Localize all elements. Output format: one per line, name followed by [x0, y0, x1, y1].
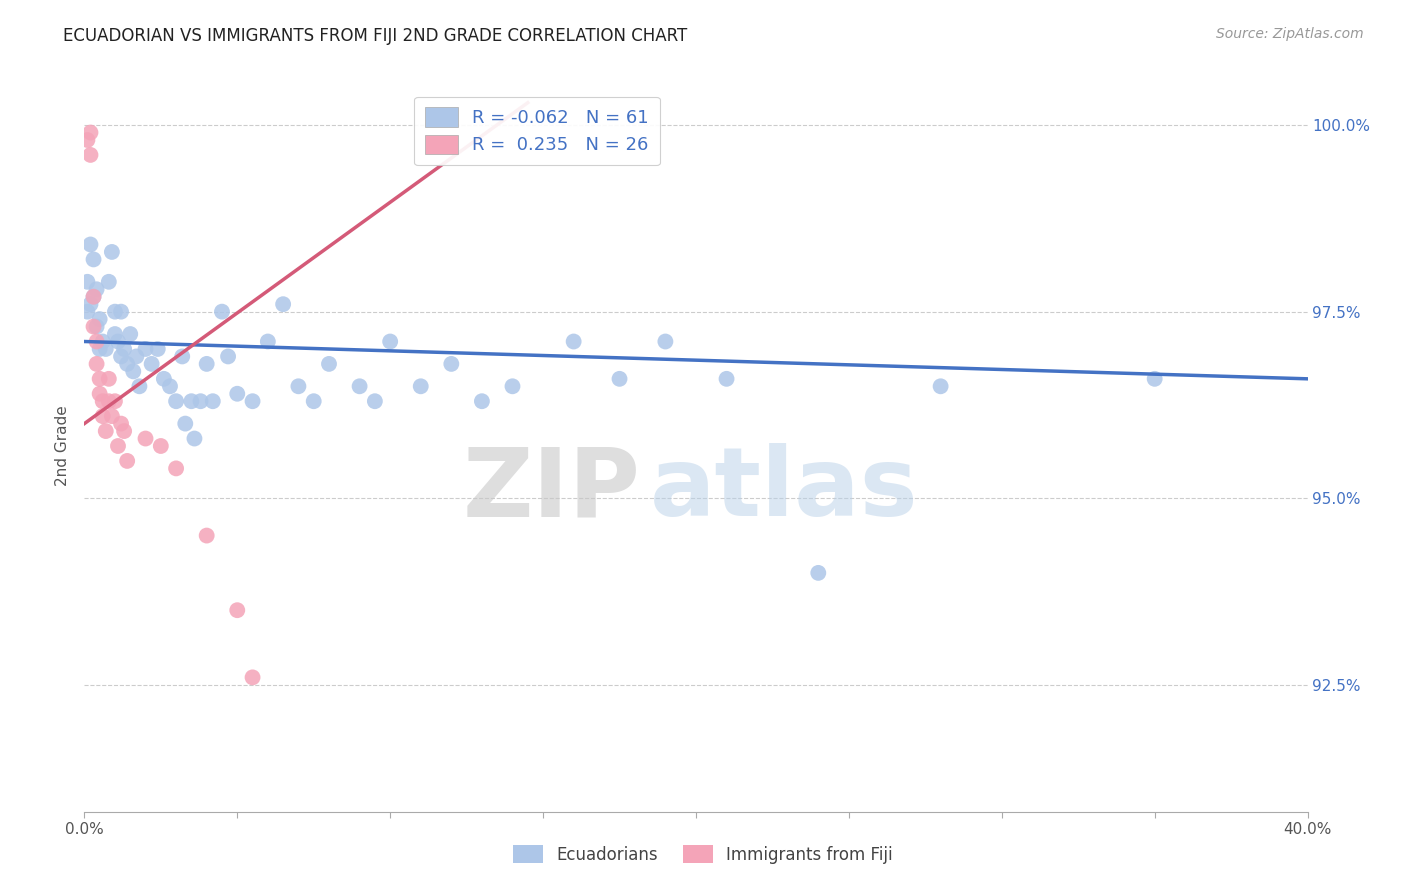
Point	[79, 297, 101, 311]
Point	[180, 394, 202, 409]
Point	[97, 275, 120, 289]
Point	[242, 670, 264, 684]
Point	[226, 386, 249, 401]
Point	[94, 342, 117, 356]
Legend: Ecuadorians, Immigrants from Fiji: Ecuadorians, Immigrants from Fiji	[506, 838, 900, 871]
Point	[110, 350, 132, 364]
Point	[159, 379, 181, 393]
Text: ECUADORIAN VS IMMIGRANTS FROM FIJI 2ND GRADE CORRELATION CHART: ECUADORIAN VS IMMIGRANTS FROM FIJI 2ND G…	[63, 27, 688, 45]
Point	[149, 439, 172, 453]
Point	[172, 350, 194, 364]
Point	[364, 394, 387, 409]
Point	[195, 528, 218, 542]
Point	[97, 372, 120, 386]
Point	[174, 417, 197, 431]
Point	[654, 334, 676, 349]
Point	[302, 394, 325, 409]
Point	[76, 133, 98, 147]
Point	[128, 379, 150, 393]
Point	[107, 334, 129, 349]
Point	[122, 364, 145, 378]
Point	[211, 304, 233, 318]
Point	[609, 372, 631, 386]
Point	[380, 334, 402, 349]
Point	[86, 319, 108, 334]
Point	[562, 334, 585, 349]
Point	[183, 432, 205, 446]
Point	[89, 312, 111, 326]
Point	[115, 357, 138, 371]
Point	[112, 424, 135, 438]
Point	[146, 342, 169, 356]
Point	[76, 275, 98, 289]
Point	[201, 394, 224, 409]
Point	[929, 379, 952, 393]
Point	[807, 566, 830, 580]
Point	[409, 379, 432, 393]
Point	[89, 372, 111, 386]
Point	[153, 372, 176, 386]
Point	[86, 357, 108, 371]
Point	[79, 126, 101, 140]
Point	[86, 282, 108, 296]
Point	[271, 297, 294, 311]
Point	[101, 244, 124, 259]
Point	[190, 394, 212, 409]
Point	[242, 394, 264, 409]
Point	[1143, 372, 1166, 386]
Point	[135, 432, 157, 446]
Point	[195, 357, 218, 371]
Point	[471, 394, 494, 409]
Y-axis label: 2nd Grade: 2nd Grade	[55, 406, 70, 486]
Point	[257, 334, 280, 349]
Point	[104, 326, 127, 341]
Point	[115, 454, 138, 468]
Point	[104, 394, 127, 409]
Point	[104, 304, 127, 318]
Point	[440, 357, 463, 371]
Point	[89, 342, 111, 356]
Text: Source: ZipAtlas.com: Source: ZipAtlas.com	[1216, 27, 1364, 41]
Point	[89, 386, 111, 401]
Point	[91, 334, 114, 349]
Point	[110, 304, 132, 318]
Point	[217, 350, 239, 364]
Point	[79, 148, 101, 162]
Text: atlas: atlas	[650, 443, 918, 536]
Point	[165, 461, 187, 475]
Point	[83, 252, 105, 267]
Point	[287, 379, 309, 393]
Point	[91, 394, 114, 409]
Point	[86, 334, 108, 349]
Point	[91, 409, 114, 424]
Point	[97, 394, 120, 409]
Point	[83, 290, 105, 304]
Point	[112, 342, 135, 356]
Point	[716, 372, 738, 386]
Point	[79, 237, 101, 252]
Point	[165, 394, 187, 409]
Text: ZIP: ZIP	[463, 443, 641, 536]
Point	[349, 379, 371, 393]
Point	[110, 417, 132, 431]
Point	[83, 290, 105, 304]
Point	[83, 319, 105, 334]
Point	[76, 304, 98, 318]
Point	[135, 342, 157, 356]
Point	[120, 326, 142, 341]
Point	[101, 409, 124, 424]
Point	[226, 603, 249, 617]
Point	[318, 357, 340, 371]
Point	[107, 439, 129, 453]
Point	[125, 350, 148, 364]
Legend: R = -0.062   N = 61, R =  0.235   N = 26: R = -0.062 N = 61, R = 0.235 N = 26	[415, 96, 659, 165]
Point	[141, 357, 163, 371]
Point	[502, 379, 524, 393]
Point	[94, 424, 117, 438]
